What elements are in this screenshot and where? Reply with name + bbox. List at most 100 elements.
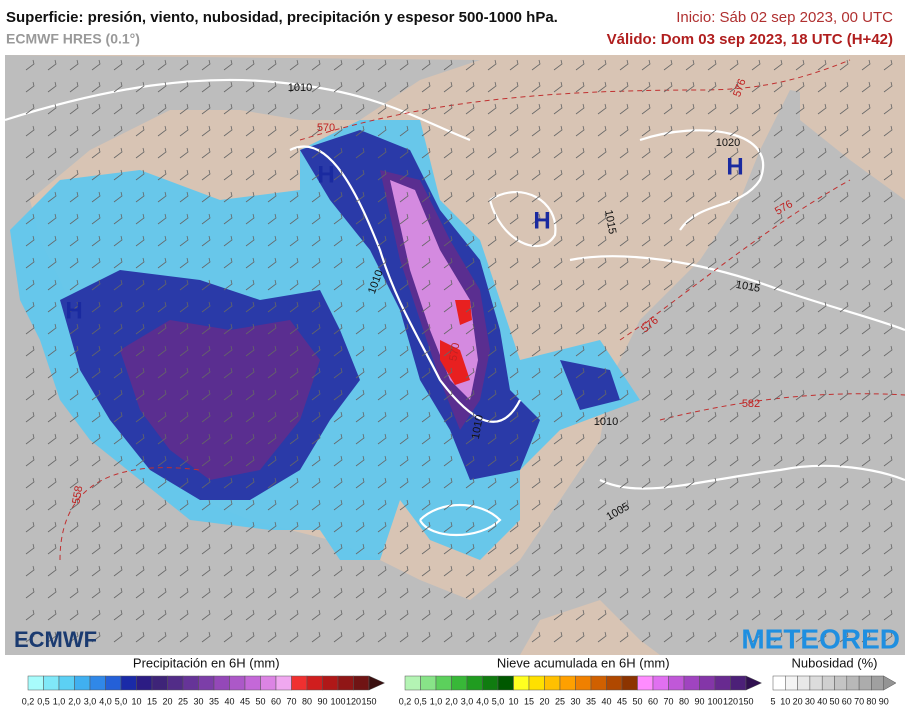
wind-barb [465,147,475,159]
wind-barb [531,147,541,159]
wind-barb [839,301,849,313]
wind-barb [113,587,123,599]
wind-barb [729,81,739,93]
wind-barb [839,257,849,269]
wind-barb [91,543,101,555]
thickness-label: 582 [742,398,760,410]
wind-barb [47,345,57,357]
wind-barb [729,59,739,71]
wind-barb [223,389,233,401]
wind-barb [179,609,189,621]
wind-barb [553,257,563,269]
legend-swatch [466,675,483,691]
wind-barb [443,103,453,115]
wind-barb [839,411,849,423]
wind-barb [201,257,211,269]
wind-barb [795,411,805,423]
wind-barb [619,81,629,93]
wind-barb [465,389,475,401]
wind-barb [201,411,211,423]
wind-barb [817,103,827,115]
wind-barb [729,213,739,225]
wind-barb [443,411,453,423]
wind-barb [333,213,343,225]
wind-barb [663,455,673,467]
wind-barb [839,433,849,445]
wind-barb [47,81,57,93]
wind-barb [751,477,761,489]
wind-barb [223,213,233,225]
wind-barb [707,477,717,489]
wind-barb [421,125,431,137]
wind-barb [157,103,167,115]
wind-barb [795,477,805,489]
wind-barb [685,565,695,577]
wind-barb [531,455,541,467]
wind-barb [553,103,563,115]
wind-barbs [25,59,893,643]
wind-barb [487,477,497,489]
wind-barb [399,301,409,313]
wind-barb [179,59,189,71]
wind-barb [509,301,519,313]
wind-barb [311,389,321,401]
wind-barb [157,389,167,401]
wind-barb [465,609,475,621]
wind-barb [619,169,629,181]
wind-barb [443,433,453,445]
wind-barb [25,609,35,621]
wind-barb [333,169,343,181]
wind-barb [663,103,673,115]
wind-barb [487,543,497,555]
wind-barb [553,631,563,643]
wind-barb [883,477,893,489]
wind-barb [729,543,739,555]
wind-barb [201,367,211,379]
wind-barb [355,103,365,115]
wind-barb [113,543,123,555]
wind-barb [47,125,57,137]
wind-barb [861,323,871,335]
wind-barb [25,301,35,313]
legend-swatch [167,675,184,691]
wind-barb [531,191,541,203]
wind-barb [421,147,431,159]
wind-barb [91,477,101,489]
wind-barb [509,81,519,93]
legend-label: 20 [539,696,549,706]
wind-barb [311,257,321,269]
legend-swatch [846,675,860,691]
wind-barb [355,125,365,137]
wind-barb [597,631,607,643]
wind-barb [443,367,453,379]
wind-barb [223,147,233,159]
wind-barb [795,367,805,379]
wind-barb [179,345,189,357]
wind-barb [773,323,783,335]
wind-barb [619,477,629,489]
wind-barb [685,169,695,181]
wind-barb [267,389,277,401]
legend-label: 0,2 [399,696,412,706]
legend-label: 70 [854,696,864,706]
wind-barb [707,499,717,511]
wind-barb [47,323,57,335]
wind-barb [795,521,805,533]
wind-barb [553,301,563,313]
wind-barb [619,543,629,555]
wind-barb [707,213,717,225]
wind-barb [355,411,365,423]
wind-barb [157,59,167,71]
wind-barb [135,499,145,511]
wind-barb [267,433,277,445]
wind-barb [113,499,123,511]
wind-barb [839,147,849,159]
wind-barb [553,191,563,203]
wind-barb [465,631,475,643]
wind-barb [553,323,563,335]
wind-barb [707,279,717,291]
wind-barb [751,389,761,401]
wind-barb [91,103,101,115]
wind-barb [267,411,277,423]
wind-barb [597,147,607,159]
